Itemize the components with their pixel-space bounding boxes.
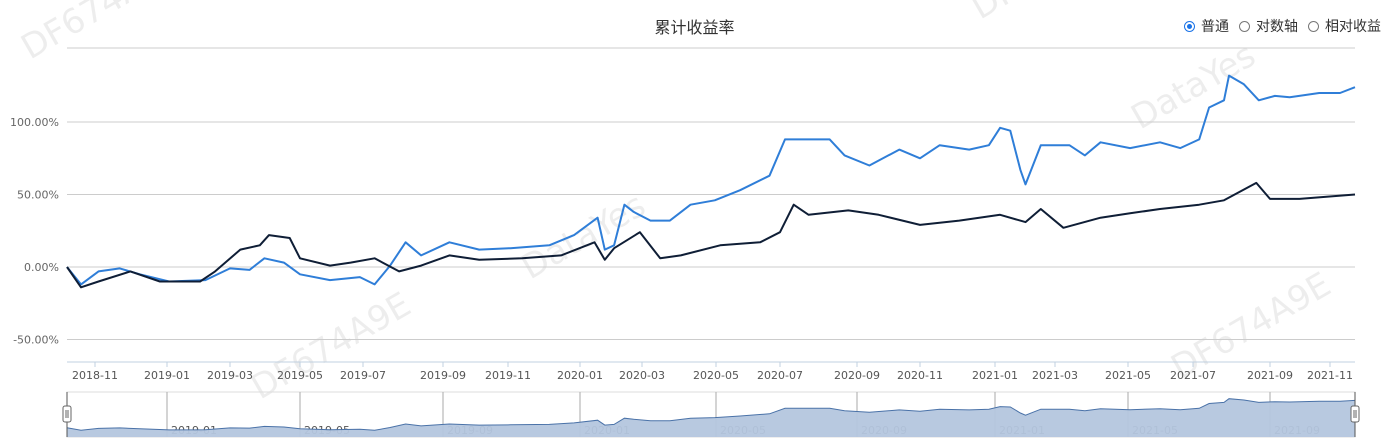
x-tick-label: 2021-05	[1105, 369, 1151, 382]
x-tick-label: 2020-09	[834, 369, 880, 382]
chart-title: 累计收益率	[654, 18, 735, 37]
radio-selected-icon	[1184, 20, 1195, 32]
x-tick-label: 2019-11	[485, 369, 531, 382]
series-line-1	[66, 181, 1356, 289]
x-tick-label: 2019-07	[340, 369, 386, 382]
radio-label: 相对收益	[1325, 19, 1381, 35]
radio-unselected-icon	[1308, 20, 1319, 32]
watermark: DF674A9E	[245, 285, 418, 408]
x-tick-label: 2020-07	[757, 369, 803, 382]
radio-relative-return[interactable]: 相对收益	[1308, 16, 1381, 36]
x-tick-label: 2019-03	[207, 369, 253, 382]
radio-label: 对数轴	[1256, 19, 1298, 35]
x-tick-label: 2020-03	[619, 369, 665, 382]
x-tick-label: 2019-09	[420, 369, 466, 382]
x-tick-label: 2021-11	[1307, 369, 1353, 382]
radio-label: 普通	[1201, 19, 1229, 35]
x-tick-label: 2021-07	[1170, 369, 1216, 382]
radio-unselected-icon	[1239, 20, 1250, 32]
zoom-handle-right[interactable]	[1350, 405, 1360, 423]
series-line-0	[66, 74, 1356, 286]
x-tick-label: 2019-05	[277, 369, 323, 382]
x-tick-label: 2020-05	[693, 369, 739, 382]
radio-normal[interactable]: 普通	[1184, 16, 1229, 36]
x-tick-label: 2021-09	[1247, 369, 1293, 382]
y-tick-label: -50.00%	[13, 334, 59, 347]
x-tick-label: 2020-11	[897, 369, 943, 382]
zoom-handle-left[interactable]	[62, 405, 72, 423]
x-tick-label: 2021-01	[972, 369, 1018, 382]
x-tick-label: 2018-11	[72, 369, 118, 382]
radio-log-axis[interactable]: 对数轴	[1239, 16, 1298, 36]
zoom-line	[66, 398, 1356, 431]
x-tick-label: 2020-01	[557, 369, 603, 382]
y-tick-label: 100.00%	[10, 116, 59, 129]
x-tick-label: 2019-01	[144, 369, 190, 382]
watermark: DF674A9E	[965, 0, 1138, 28]
y-tick-label: 50.00%	[17, 189, 59, 202]
x-tick-label: 2021-03	[1032, 369, 1078, 382]
y-tick-label: 0.00%	[24, 261, 59, 274]
scale-mode-radio-group: 普通 对数轴 相对收益	[1184, 16, 1381, 36]
watermark: DF674A9E	[15, 0, 188, 68]
